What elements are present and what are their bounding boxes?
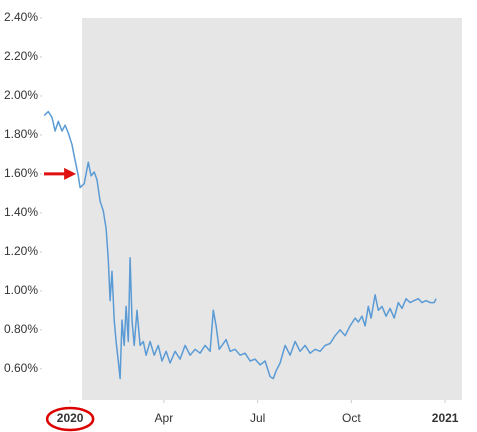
y-tick-label: 1.60% bbox=[4, 166, 38, 180]
y-tick-label: 1.40% bbox=[4, 205, 38, 219]
shaded-region bbox=[82, 18, 462, 400]
line-series bbox=[43, 110, 437, 380]
y-tick-label: 2.20% bbox=[4, 49, 38, 63]
x-tick-label: 2021 bbox=[432, 411, 459, 425]
x-tick-label: Apr bbox=[155, 411, 174, 425]
y-tick-label: 2.40% bbox=[4, 10, 38, 24]
x-tick-label: Oct bbox=[342, 411, 361, 425]
x-tick-label: Jul bbox=[250, 411, 265, 425]
y-tick-label: 1.80% bbox=[4, 127, 38, 141]
y-tick-label: 1.20% bbox=[4, 244, 38, 258]
x-tick-label: 2020 bbox=[57, 411, 84, 425]
annotation-circle bbox=[45, 406, 95, 432]
annotation-arrowhead bbox=[64, 167, 77, 180]
y-tick-label: 2.00% bbox=[4, 88, 38, 102]
y-tick-label: 1.00% bbox=[4, 283, 38, 297]
y-tick-label: 0.80% bbox=[4, 322, 38, 336]
y-tick-label: 0.60% bbox=[4, 361, 38, 375]
